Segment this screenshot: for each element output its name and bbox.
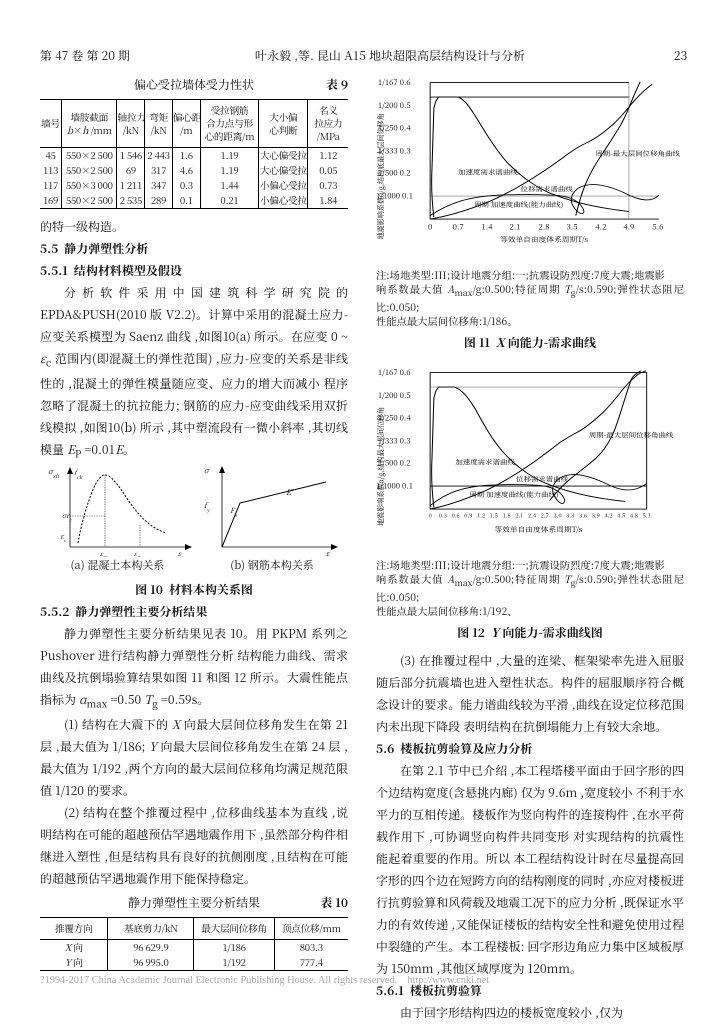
svg-text:等效单自由度体系周期T/s: 等效单自由度体系周期T/s <box>494 525 583 535</box>
svg-text:周期-最大层间位移角曲线: 周期-最大层间位移角曲线 <box>595 149 680 159</box>
svg-text:1/200 0.5: 1/200 0.5 <box>378 391 411 401</box>
svg-text:1.4: 1.4 <box>482 222 493 232</box>
svg-text:σsh: σsh <box>48 466 59 480</box>
svg-text:fy: fy <box>204 501 211 514</box>
svg-text:Fs: Fs <box>230 506 237 519</box>
svg-text:周期 加速度曲线(能力曲线): 周期 加速度曲线(能力曲线) <box>469 490 558 500</box>
svg-text:3.6: 3.6 <box>579 512 587 520</box>
svg-text:1.5: 1.5 <box>490 512 498 520</box>
svg-text:1/167 0.6: 1/167 0.6 <box>378 368 411 378</box>
svg-text:0: 0 <box>428 222 432 232</box>
svg-text:5.1: 5.1 <box>643 512 651 520</box>
svg-text:1/200 0.5: 1/200 0.5 <box>378 100 411 110</box>
svg-text:3.3: 3.3 <box>566 512 574 520</box>
svg-text:地震影响系数α/g,结构最大层间位移角: 地震影响系数α/g,结构最大层间位移角 <box>376 407 387 526</box>
svg-text:2.1: 2.1 <box>510 222 521 232</box>
svg-text:0.6: 0.6 <box>452 512 460 520</box>
svg-text:5.6: 5.6 <box>652 222 663 232</box>
svg-text:周期 加速度曲线(能力曲线): 周期 加速度曲线(能力曲线) <box>474 200 563 210</box>
svg-text:3.5: 3.5 <box>566 222 577 232</box>
svg-text:1/167 0.6: 1/167 0.6 <box>378 77 411 87</box>
svg-text:等效单自由度体系周期T/s: 等效单自由度体系周期T/s <box>500 234 589 244</box>
svg-text:ε0u: ε0u <box>134 549 142 557</box>
svg-text:周期-最大层间位移角曲线: 周期-最大层间位移角曲线 <box>589 431 674 441</box>
svg-text:2.1: 2.1 <box>515 512 523 520</box>
svg-text:4.9: 4.9 <box>623 222 634 232</box>
svg-text:加速度需求谱曲线: 加速度需求谱曲线 <box>455 458 516 468</box>
svg-text:ε: ε <box>326 548 331 557</box>
svg-text:地震影响系数α/g,结构底最大层间位移角: 地震影响系数α/g,结构底最大层间位移角 <box>376 113 387 239</box>
svg-text:位移需求谱曲线: 位移需求谱曲线 <box>516 475 569 485</box>
svg-text:E': E' <box>286 487 294 498</box>
svg-text:0.3: 0.3 <box>439 512 447 520</box>
svg-text:fck: fck <box>74 468 83 481</box>
svg-text:2.7: 2.7 <box>541 512 549 520</box>
svg-text:ε0r: ε0r <box>100 549 108 557</box>
svg-text:4.8: 4.8 <box>630 512 638 520</box>
svg-text:4.2: 4.2 <box>595 222 606 232</box>
svg-text:3.0: 3.0 <box>554 512 562 520</box>
svg-text:σrc: σrc <box>62 511 72 524</box>
svg-text:4.5: 4.5 <box>617 512 625 520</box>
svg-text:加速度需求谱曲线: 加速度需求谱曲线 <box>458 168 519 178</box>
svg-text:1.2: 1.2 <box>477 512 485 520</box>
svg-text:3.9: 3.9 <box>592 512 600 520</box>
svg-text:εc: εc <box>178 549 184 557</box>
svg-text:0: 0 <box>429 512 432 520</box>
svg-text:1.8: 1.8 <box>503 512 511 520</box>
svg-text:0.9: 0.9 <box>464 512 472 520</box>
svg-text:Ec: Ec <box>60 533 67 544</box>
svg-text:0.7: 0.7 <box>453 222 464 232</box>
svg-text:位移需求谱曲线: 位移需求谱曲线 <box>521 185 574 195</box>
svg-text:σ: σ <box>204 465 210 476</box>
svg-text:2.4: 2.4 <box>528 512 536 520</box>
svg-text:4.2: 4.2 <box>604 512 612 520</box>
svg-text:2.8: 2.8 <box>538 222 549 232</box>
